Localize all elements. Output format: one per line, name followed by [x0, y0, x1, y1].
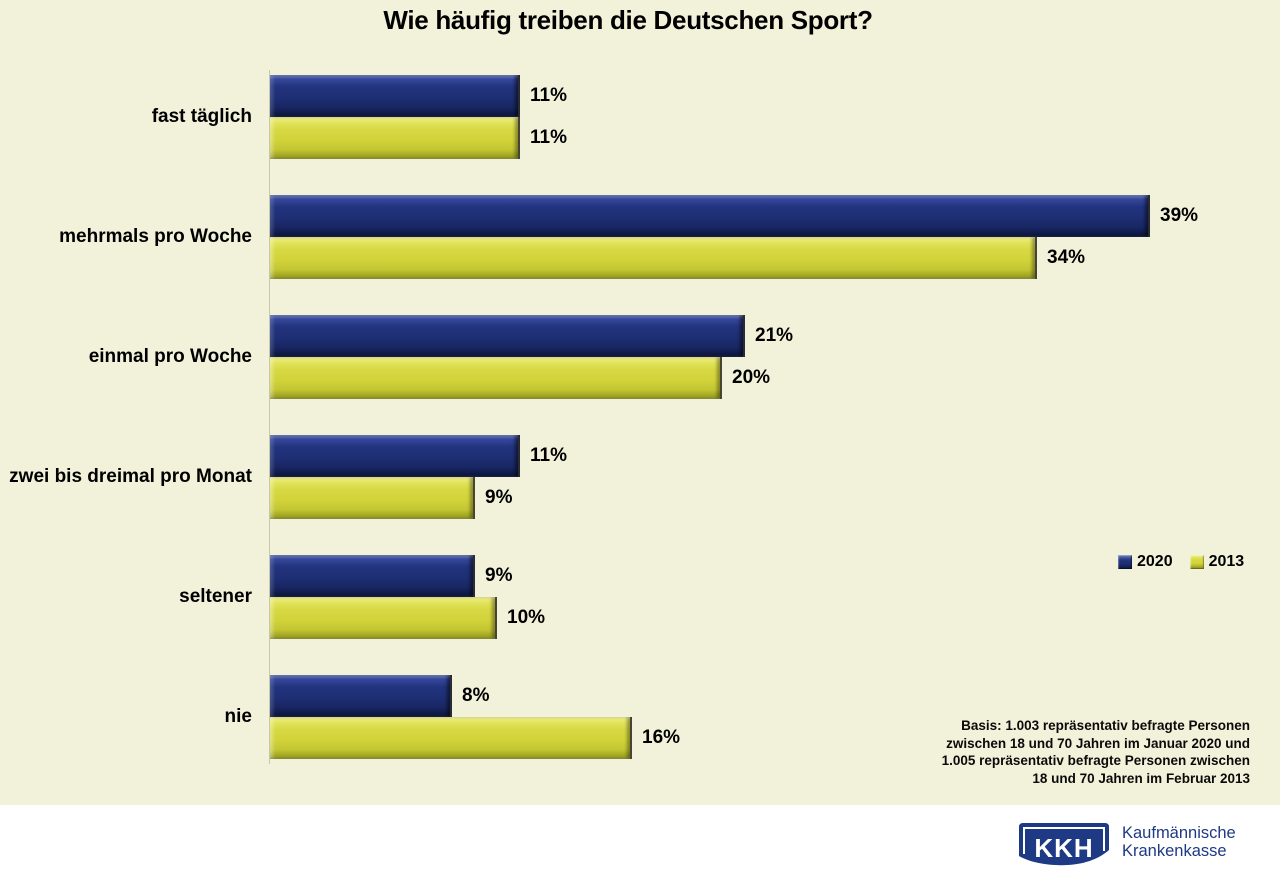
bar-2013-row-3 [270, 357, 720, 399]
kkh-logo-acronym: KKH [1034, 833, 1093, 863]
bar-2013-row-1 [270, 117, 518, 159]
bar-2020-row-4 [270, 435, 518, 477]
kkh-logo-mark: KKH [1019, 823, 1109, 866]
value-label-2013-row-2: 34% [1047, 247, 1086, 268]
footnote-line-3: 1.005 repräsentativ befragte Personen zw… [941, 753, 1250, 768]
bar-2020-row-3 [270, 315, 743, 357]
axis-baseline [269, 70, 270, 764]
value-label-2020-row-3: 21% [755, 325, 794, 346]
value-label-2020-row-4: 11% [530, 445, 567, 466]
category-label: seltener [179, 586, 252, 607]
category-label: fast täglich [151, 106, 252, 127]
kkh-logo: KKH Kaufmännische Krankenkasse [1018, 822, 1236, 868]
legend-label-2020: 2020 [1137, 553, 1173, 570]
chart-title: Wie häufig treiben die Deutschen Sport? [383, 5, 873, 35]
value-label-2013-row-5: 10% [507, 607, 546, 628]
legend-label-2013: 2013 [1208, 553, 1245, 570]
footnote-line-2: zwischen 18 und 70 Jahren im Januar 2020… [946, 735, 1250, 751]
kkh-logo-name: Kaufmännische Krankenkasse [1122, 824, 1236, 860]
bar-2013-row-4 [270, 477, 473, 519]
value-label-2020-row-2: 39% [1160, 205, 1199, 226]
value-label-2020-row-6: 8% [462, 685, 490, 706]
value-label-2013-row-3: 20% [732, 367, 771, 388]
bar-2013-row-6 [270, 717, 630, 759]
value-label-2013-row-1: 11% [530, 127, 567, 148]
legend-item-2013: 2013 [1189, 553, 1245, 571]
footnote-line-4: 18 und 70 Jahren im Februar 2013 [1032, 770, 1250, 786]
bar-2020-row-1 [270, 75, 518, 117]
bar-2020-row-5 [270, 555, 473, 597]
category-label: nie [224, 706, 252, 727]
legend-swatch-2020 [1118, 555, 1132, 569]
bar-2013-row-5 [270, 597, 495, 639]
bar-2020-row-2 [270, 195, 1148, 237]
value-label-2020-row-5: 9% [485, 565, 513, 586]
footnote-line-1: Basis: 1.003 repräsentativ befragte Pers… [961, 718, 1250, 733]
kkh-logo-name-line1: Kaufmännische [1122, 824, 1236, 842]
category-label: zwei bis dreimal pro Monat [9, 466, 252, 487]
footnote: Basis: 1.003 repräsentativ befragte Pers… [830, 717, 1250, 787]
legend: 2020 2013 [1118, 553, 1244, 571]
value-label-2013-row-4: 9% [485, 487, 513, 508]
category-label: mehrmals pro Woche [59, 226, 252, 247]
value-label-2020-row-1: 11% [530, 85, 567, 106]
footer-band: KKH Kaufmännische Krankenkasse [0, 805, 1280, 883]
bar-2013-row-2 [270, 237, 1035, 279]
category-label: einmal pro Woche [88, 346, 252, 367]
value-label-2013-row-6: 16% [642, 727, 681, 748]
legend-item-2020: 2020 [1118, 553, 1173, 571]
kkh-logo-name-line2: Krankenkasse [1122, 842, 1227, 860]
legend-swatch-2013 [1189, 555, 1204, 569]
bar-2020-row-6 [270, 675, 450, 717]
